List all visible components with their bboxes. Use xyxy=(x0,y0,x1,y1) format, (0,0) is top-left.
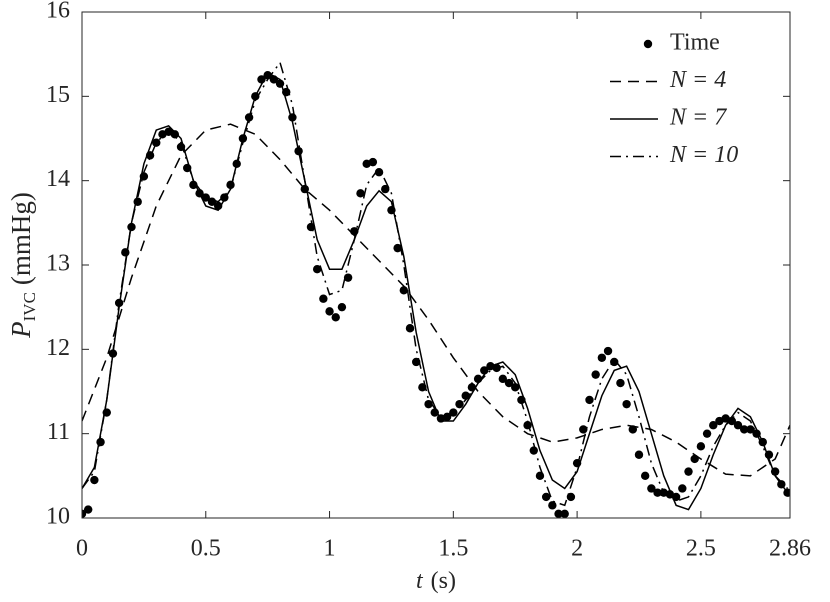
y-label-sub: IVC xyxy=(20,292,39,321)
data-point xyxy=(152,138,161,147)
data-point xyxy=(733,421,743,430)
data-point xyxy=(368,157,378,167)
y-tick-label: 13 xyxy=(46,251,70,277)
series-line xyxy=(82,123,790,477)
x-tick-label: 0 xyxy=(76,536,88,562)
data-point xyxy=(381,184,390,194)
axes-box xyxy=(81,11,791,519)
legend-label: N = 10 xyxy=(669,142,738,168)
data-point xyxy=(170,130,180,139)
legend-label: N = 4 xyxy=(669,67,726,93)
data-point xyxy=(498,374,508,384)
data-point xyxy=(356,189,365,198)
y-tick-label: 14 xyxy=(46,166,70,192)
data-point xyxy=(634,450,644,459)
data-point xyxy=(740,425,749,434)
data-point xyxy=(393,243,402,253)
data-point xyxy=(678,484,687,493)
y-tick-label: 15 xyxy=(46,82,70,108)
data-point xyxy=(603,346,613,356)
data-point xyxy=(319,294,328,303)
x-tick-label: 2 xyxy=(571,536,583,562)
y-tick-label: 11 xyxy=(47,419,70,445)
x-label-unit: (s) xyxy=(431,568,456,594)
data-point xyxy=(616,378,625,388)
x-axis-label: t (s) xyxy=(416,568,456,594)
data-point xyxy=(535,471,545,481)
data-point xyxy=(640,471,650,481)
data-point xyxy=(653,488,662,497)
data-point xyxy=(709,421,718,430)
data-point xyxy=(331,313,340,322)
data-point xyxy=(647,484,656,493)
data-point xyxy=(529,446,538,455)
data-point xyxy=(83,505,93,514)
data-point xyxy=(189,180,198,190)
data-point xyxy=(560,509,569,518)
data-point xyxy=(337,302,347,312)
x-tick-label: 2.86 xyxy=(769,536,811,562)
plot-area xyxy=(82,60,790,518)
data-point xyxy=(405,324,415,333)
y-tick-label: 10 xyxy=(46,504,70,530)
data-point xyxy=(455,399,464,409)
y-label-var: P xyxy=(6,321,36,339)
data-point xyxy=(579,425,588,434)
data-point xyxy=(312,265,322,274)
x-tick-label: 0.5 xyxy=(191,536,221,562)
data-point xyxy=(752,429,761,438)
data-point xyxy=(585,395,594,405)
x-label-var: t xyxy=(416,568,424,594)
data-point xyxy=(504,378,514,388)
x-tick-label: 2.5 xyxy=(686,536,716,562)
data-point xyxy=(597,353,607,362)
data-point xyxy=(684,467,693,476)
data-point xyxy=(201,193,210,202)
series-line xyxy=(82,71,789,511)
x-tick-label: 1 xyxy=(324,536,336,562)
legend-label: N = 7 xyxy=(669,105,727,131)
data-point xyxy=(696,442,706,451)
data-point xyxy=(622,399,631,409)
data-point xyxy=(554,509,563,518)
data-point xyxy=(746,425,755,434)
data-point xyxy=(541,492,551,502)
data-point xyxy=(548,501,557,510)
data-point xyxy=(511,383,520,392)
data-point xyxy=(702,429,712,438)
y-tick-label: 16 xyxy=(46,0,70,24)
data-point xyxy=(591,370,600,379)
legend-label: Time xyxy=(670,30,720,56)
y-axis-label: PIVC (mmHg) xyxy=(6,192,39,339)
series-line xyxy=(82,60,789,507)
x-tick-label: 1.5 xyxy=(438,536,468,562)
data-point xyxy=(325,307,334,316)
data-point xyxy=(399,286,409,295)
legend-marker xyxy=(643,39,653,49)
y-tick-label: 12 xyxy=(46,335,70,361)
data-point xyxy=(343,273,353,282)
y-label-unit: (mmHg) xyxy=(6,192,36,285)
data-point xyxy=(90,475,99,485)
